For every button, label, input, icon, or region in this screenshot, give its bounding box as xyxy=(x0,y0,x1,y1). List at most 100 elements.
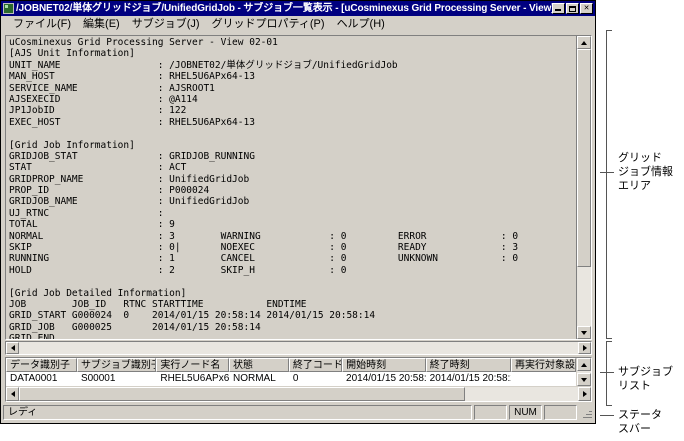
menu-bar: ファイル(F) 編集(E) サブジョブ(J) グリッドプロパティ(P) ヘルプ(… xyxy=(1,16,595,33)
grid-job-info-line: GRID_START G000024 0 2014/01/15 20:58:14… xyxy=(9,310,376,322)
menu-item-subjob[interactable]: サブジョブ(J) xyxy=(131,17,200,30)
column-header-2[interactable]: 実行ノード名 xyxy=(156,358,229,372)
scroll-up-button[interactable] xyxy=(577,36,591,49)
arrow-down-icon xyxy=(581,330,587,335)
column-header-1[interactable]: サブジョブ識別子 xyxy=(76,358,157,372)
resize-grip-icon[interactable] xyxy=(580,406,593,419)
maximize-button[interactable] xyxy=(566,3,579,14)
table-row[interactable]: DATA0001 S00001 RHEL5U6APx6413NORMAL 0 2014/… xyxy=(6,372,576,385)
table-cell-5: 2014/01/15 20:58:14 xyxy=(346,373,426,384)
annotation-subjob-list: サブジョブ リスト xyxy=(618,366,673,392)
table-cell-4: 0 xyxy=(292,373,299,384)
annotation-leader-2 xyxy=(600,372,614,373)
column-header-0[interactable]: データ識別子 xyxy=(6,358,77,372)
grid-job-info-line: SKIP : 0| NOEXEC : 0 READY : 3 xyxy=(9,242,519,254)
list-scroll-track-horizontal[interactable] xyxy=(465,387,578,401)
grid-job-info-line: GRID_JOB G000025 2014/01/15 20:58:14 xyxy=(9,321,261,333)
annotation-status-bar: ステータ スバー xyxy=(618,409,662,435)
scroll-right-button[interactable] xyxy=(578,342,591,354)
grid-job-info-line: UJ_RTNC : xyxy=(9,207,164,219)
subjob-list-header-row: データ識別子 サブジョブ識別子 実行ノード名 状態 終了コード 開始時刻 終了時刻 再実行対象… xyxy=(6,358,576,372)
grid-job-info-line: EXEC_HOST : RHEL5U6APx64-13 xyxy=(9,116,255,128)
column-header-7[interactable]: 再実行対象設定 xyxy=(510,358,576,372)
grid-job-info-line: GRIDJOB_STAT : GRIDJOB_RUNNING xyxy=(9,150,255,162)
arrow-left-icon xyxy=(10,391,15,397)
grid-job-info-line: MAN_HOST : RHEL5U6APx64-13 xyxy=(9,71,255,83)
grid-job-info-line: NORMAL : 3 WARNING : 0 ERROR : 0 xyxy=(9,230,519,242)
title-bar[interactable]: /JOBNET02/単体グリッドジョブ/UnifiedGridJob - サブジ… xyxy=(1,1,595,16)
menu-item-gridproperty[interactable]: グリッドプロパティ(P) xyxy=(211,17,325,30)
list-scroll-down-button[interactable] xyxy=(577,373,591,386)
subjob-list: データ識別子 サブジョブ識別子 実行ノード名 状態 終了コード 開始時刻 終了時刻 再実行対象… xyxy=(5,357,592,402)
annotation-bracket-top-1 xyxy=(606,30,612,31)
subjob-list-columns: データ識別子 サブジョブ識別子 実行ノード名 状態 終了コード 開始時刻 終了時刻 再実行対象… xyxy=(6,358,576,386)
grid-job-info-line: STAT : ACT xyxy=(9,162,187,174)
grid-job-info-line: PROP_ID : P000024 xyxy=(9,185,210,197)
list-scroll-thumb[interactable] xyxy=(19,387,465,401)
annotation-bracket-subjob-list xyxy=(606,341,607,405)
table-cell-7 xyxy=(511,372,576,385)
arrow-right-icon xyxy=(582,345,587,351)
subjob-list-horizontal-scrollbar[interactable] xyxy=(6,386,591,401)
minimize-button[interactable] xyxy=(552,3,565,14)
grid-job-info-line: [AJS Unit Information] xyxy=(9,48,135,60)
list-scroll-up-button[interactable] xyxy=(577,358,591,371)
status-pane-num: NUM xyxy=(509,405,542,420)
grid-job-info-line: [Grid Job Detailed Information] xyxy=(9,287,187,299)
column-header-6[interactable]: 終了時刻 xyxy=(425,358,511,372)
subjob-list-rows: DATA0001 S00001 RHEL5U6APx6413NORMAL 0 2014/… xyxy=(6,372,576,386)
arrow-up-icon xyxy=(581,40,587,45)
grid-job-info-line: [Grid Job Information] xyxy=(9,139,135,151)
table-cell-1: S00001 xyxy=(80,373,116,384)
menu-item-file[interactable]: ファイル(F) xyxy=(13,17,72,30)
list-scroll-track[interactable] xyxy=(577,371,591,373)
scroll-down-button[interactable] xyxy=(577,326,591,339)
table-cell-0: DATA0001 xyxy=(10,373,58,384)
column-header-5[interactable]: 開始時刻 xyxy=(342,358,426,372)
application-window: /JOBNET02/単体グリッドジョブ/UnifiedGridJob - サブジ… xyxy=(0,0,596,424)
table-cell-2: RHEL5U6APx6413 xyxy=(160,373,229,384)
arrow-down-icon xyxy=(581,377,587,382)
grid-job-info-vertical-scrollbar[interactable] xyxy=(576,36,591,339)
subjob-list-body: データ識別子 サブジョブ識別子 実行ノード名 状態 終了コード 開始時刻 終了時刻 再実行対象… xyxy=(6,358,591,386)
arrow-left-icon xyxy=(10,345,15,351)
annotation-bracket-grid-job-info xyxy=(606,30,607,338)
scroll-left-button[interactable] xyxy=(6,342,19,354)
grid-job-info-line: SERVICE_NAME : AJSROOT1 xyxy=(9,82,215,94)
arrow-right-icon xyxy=(582,391,587,397)
annotation-bracket-top-2 xyxy=(606,341,612,342)
window-controls: ✕ xyxy=(552,3,593,14)
scroll-track[interactable] xyxy=(577,49,591,326)
grid-job-info-line: TOTAL : 9 xyxy=(9,219,175,231)
grid-job-info-line: GRIDPROP_NAME : UnifiedGridJob xyxy=(9,173,250,185)
scroll-track-horizontal[interactable] xyxy=(19,342,578,354)
column-header-4[interactable]: 終了コード xyxy=(288,358,343,372)
menu-item-help[interactable]: ヘルプ(H) xyxy=(336,17,385,30)
annotation-bracket-bottom-2 xyxy=(606,405,612,406)
status-message: レディ xyxy=(3,405,472,420)
app-icon xyxy=(3,3,14,14)
column-header-3[interactable]: 状態 xyxy=(228,358,289,372)
menu-item-edit[interactable]: 編集(E) xyxy=(83,17,120,30)
grid-job-info-horizontal-scrollbar[interactable] xyxy=(5,341,592,355)
grid-job-info-line: AJSEXECID : @A114 xyxy=(9,93,198,105)
annotation-bracket-bottom-1 xyxy=(606,338,612,339)
subjob-list-vertical-scrollbar[interactable] xyxy=(576,358,591,386)
table-cell-6: 2014/01/15 20:58:23 xyxy=(429,373,511,384)
scroll-thumb[interactable] xyxy=(577,49,591,267)
grid-job-info-line: JP1JobID : 122 xyxy=(9,105,187,117)
grid-job-info-line: UNIT_NAME : /JOBNET02/単体グリッドジョブ/UnifiedG… xyxy=(9,59,398,71)
list-scroll-left-button[interactable] xyxy=(6,387,19,401)
status-pane-1 xyxy=(474,405,507,420)
grid-job-info-text: uCosminexus Grid Processing Server - Vie… xyxy=(6,36,576,339)
status-pane-3 xyxy=(544,405,577,420)
grid-job-info-line xyxy=(9,276,576,287)
annotation-leader-3 xyxy=(600,415,614,416)
list-scroll-right-button[interactable] xyxy=(578,387,591,401)
grid-job-info-area: uCosminexus Grid Processing Server - Vie… xyxy=(5,35,592,340)
status-bar: レディ NUM xyxy=(3,404,593,421)
grid-job-info-line: HOLD : 2 SKIP_H : 0 xyxy=(9,264,347,276)
grid-job-info-line: uCosminexus Grid Processing Server - Vie… xyxy=(9,37,278,48)
close-button[interactable]: ✕ xyxy=(580,3,593,14)
grid-job-info-line: GRIDJOB_NAME : UnifiedGridJob xyxy=(9,196,250,208)
